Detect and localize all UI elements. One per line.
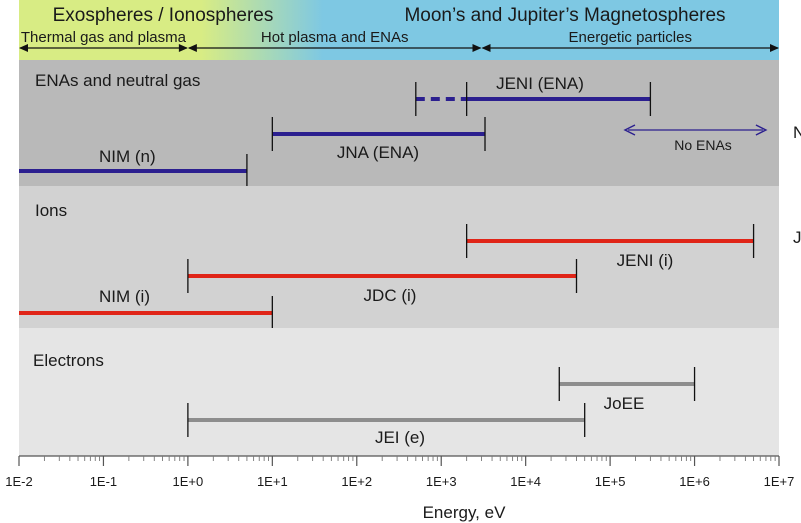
section-label-ions: Ions [35, 201, 67, 220]
no-enas-arrowhead-right [755, 124, 768, 136]
header-title-left: Exospheres / Ionospheres [53, 5, 274, 26]
band-electrons [19, 328, 779, 456]
right-edge-label-ions: J [793, 228, 801, 247]
band-enas-and-neutral-gas [19, 60, 779, 186]
x-tick-label: 1E-2 [5, 474, 32, 489]
bar-label-nim-n: NIM (n) [99, 147, 156, 166]
header-band [19, 0, 779, 60]
no-enas-label: No ENAs [674, 137, 732, 153]
bar-jei-e: JEI (e) [187, 403, 586, 447]
bar-label-jeni-i: JENI (i) [617, 251, 674, 270]
header-arrowhead-right [472, 44, 482, 52]
header-title-right: Moon’s and Jupiter’s Magnetospheres [404, 5, 725, 26]
x-tick-label: 1E+3 [426, 474, 457, 489]
bar-nim-n: NIM (n) [19, 147, 248, 188]
header-arrowhead-right [770, 44, 779, 52]
x-tick-label: 1E+7 [764, 474, 795, 489]
bar-jeni-ena: JENI (ENA) [415, 74, 652, 116]
bar-jna-ena: JNA (ENA) [271, 117, 486, 162]
header-arrowhead-left [187, 44, 197, 52]
x-tick-label: 1E+1 [257, 474, 288, 489]
x-tick-label: 1E+0 [173, 474, 204, 489]
bar-nim-i: NIM (i) [19, 287, 273, 330]
x-tick-label: 1E-1 [90, 474, 117, 489]
bar-label-nim-i: NIM (i) [99, 287, 150, 306]
section-label-electrons: Electrons [33, 351, 104, 370]
band-ions [19, 186, 779, 328]
bar-label-jeni-ena: JENI (ENA) [496, 74, 584, 93]
x-axis-title: Energy, eV [423, 503, 507, 522]
bar-label-jei-e: JEI (e) [375, 428, 425, 447]
x-tick-label: 1E+4 [510, 474, 541, 489]
bar-label-jna-ena: JNA (ENA) [337, 143, 419, 162]
section-label-enas-and-neutral-gas: ENAs and neutral gas [35, 71, 200, 90]
bar-jeni-i: JENI (i) [465, 224, 755, 270]
header-range-label: Energetic particles [569, 29, 692, 46]
no-enas-arrowhead-left [623, 124, 636, 136]
header-range-label: Hot plasma and ENAs [261, 29, 409, 46]
annotation-no-enas: No ENAs [623, 124, 768, 153]
x-tick-label: 1E+2 [341, 474, 372, 489]
bar-jdc-i: JDC (i) [187, 259, 578, 305]
right-edge-label-enas: N [793, 123, 801, 142]
header-arrowhead-left [481, 44, 491, 52]
bar-label-joee: JoEE [604, 394, 645, 413]
bar-joee: JoEE [558, 367, 696, 413]
header-range-label: Thermal gas and plasma [21, 29, 187, 46]
header-arrowhead-left [19, 44, 28, 52]
x-tick-label: 1E+6 [679, 474, 710, 489]
header-arrowhead-right [178, 44, 188, 52]
bar-label-jdc-i: JDC (i) [364, 286, 417, 305]
x-tick-label: 1E+5 [595, 474, 626, 489]
